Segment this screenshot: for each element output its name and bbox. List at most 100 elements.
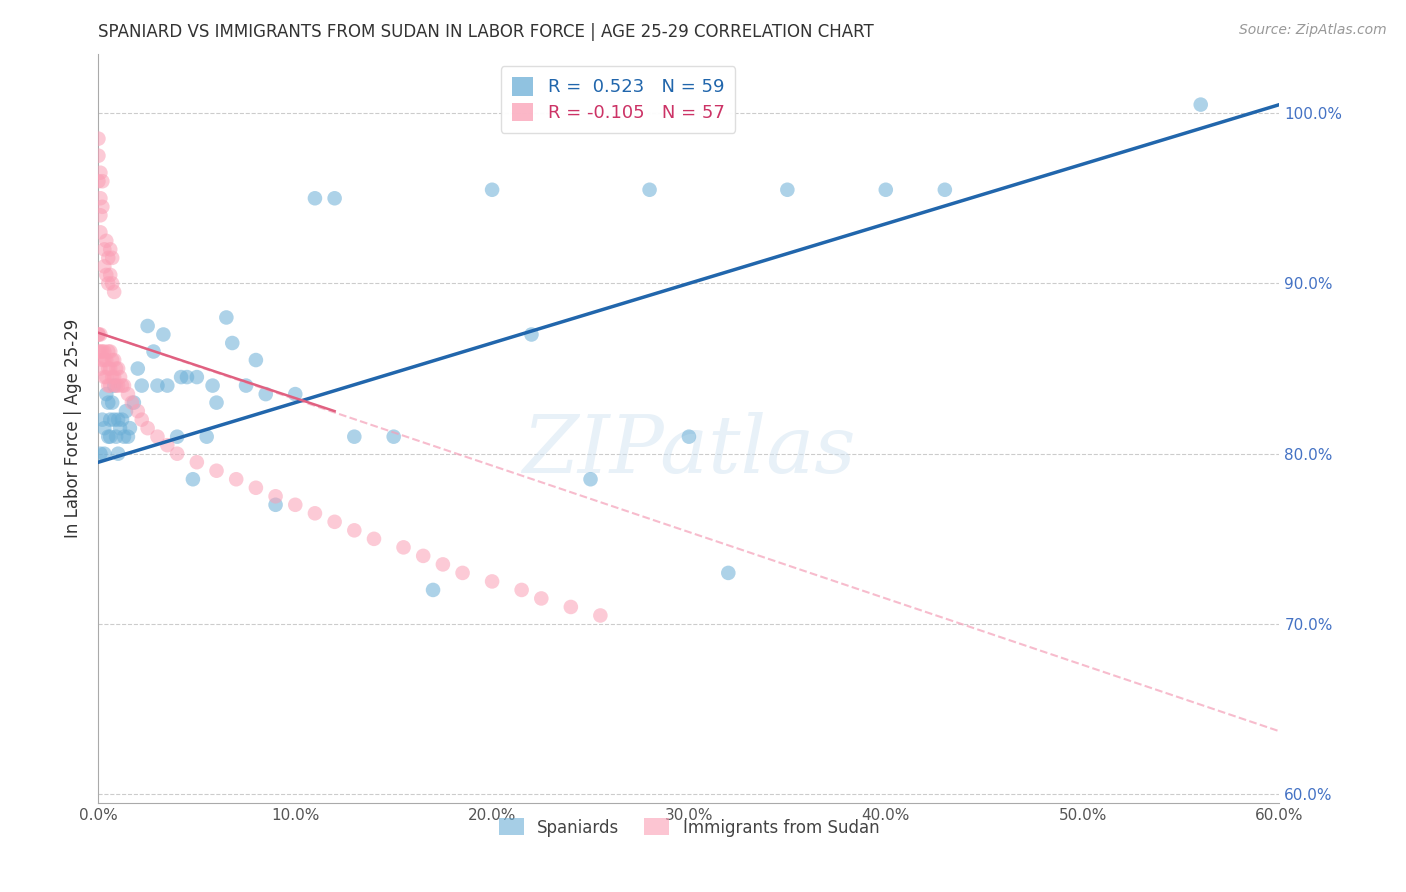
Point	[186, 455, 208, 469]
Point	[131, 378, 153, 392]
Point	[93, 344, 115, 359]
Point	[87, 327, 110, 342]
Point	[105, 361, 128, 376]
Point	[117, 430, 139, 444]
Point	[638, 183, 661, 197]
Point	[589, 608, 612, 623]
Point	[107, 361, 129, 376]
Point	[96, 268, 118, 282]
Point	[264, 489, 287, 503]
Point	[205, 464, 228, 478]
Point	[105, 430, 128, 444]
Text: Source: ZipAtlas.com: Source: ZipAtlas.com	[1239, 23, 1386, 37]
Point	[91, 200, 114, 214]
Point	[323, 191, 346, 205]
Point	[127, 404, 149, 418]
Point	[89, 344, 111, 359]
Point	[323, 515, 346, 529]
Point	[422, 582, 444, 597]
Point	[215, 310, 238, 325]
Point	[103, 353, 125, 368]
Point	[93, 370, 115, 384]
Point	[112, 378, 135, 392]
Text: SPANIARD VS IMMIGRANTS FROM SUDAN IN LABOR FORCE | AGE 25-29 CORRELATION CHART: SPANIARD VS IMMIGRANTS FROM SUDAN IN LAB…	[98, 23, 875, 41]
Point	[245, 481, 267, 495]
Point	[934, 183, 956, 197]
Point	[363, 532, 385, 546]
Point	[127, 361, 149, 376]
Point	[105, 378, 128, 392]
Point	[146, 430, 169, 444]
Point	[284, 498, 307, 512]
Point	[343, 430, 366, 444]
Point	[235, 378, 257, 392]
Point	[221, 336, 243, 351]
Point	[96, 370, 118, 384]
Point	[96, 387, 118, 401]
Point	[717, 566, 740, 580]
Y-axis label: In Labor Force | Age 25-29: In Labor Force | Age 25-29	[63, 318, 82, 538]
Point	[186, 370, 208, 384]
Point	[89, 191, 111, 205]
Point	[96, 353, 118, 368]
Point	[131, 412, 153, 426]
Point	[91, 174, 114, 188]
Point	[156, 378, 179, 392]
Point	[89, 447, 111, 461]
Point	[98, 378, 121, 392]
Point	[103, 285, 125, 299]
Point	[98, 268, 121, 282]
Point	[93, 243, 115, 257]
Point	[103, 412, 125, 426]
Point	[142, 344, 165, 359]
Point	[166, 430, 188, 444]
Point	[115, 404, 138, 418]
Point	[304, 191, 326, 205]
Point	[103, 370, 125, 384]
Point	[201, 378, 224, 392]
Point	[152, 327, 174, 342]
Point	[875, 183, 897, 197]
Point	[146, 378, 169, 392]
Point	[111, 412, 134, 426]
Point	[101, 353, 124, 368]
Point	[89, 327, 111, 342]
Point	[510, 582, 533, 597]
Point	[264, 498, 287, 512]
Point	[121, 395, 143, 409]
Point	[451, 566, 474, 580]
Point	[111, 378, 134, 392]
Point	[91, 412, 114, 426]
Point	[89, 166, 111, 180]
Point	[412, 549, 434, 563]
Point	[112, 430, 135, 444]
Point	[1189, 97, 1212, 112]
Point	[107, 447, 129, 461]
Point	[118, 421, 141, 435]
Point	[98, 243, 121, 257]
Point	[284, 387, 307, 401]
Point	[481, 574, 503, 589]
Point	[89, 361, 111, 376]
Point	[166, 447, 188, 461]
Point	[136, 421, 159, 435]
Point	[97, 378, 120, 392]
Point	[97, 277, 120, 291]
Point	[93, 260, 115, 274]
Point	[108, 421, 131, 435]
Point	[91, 344, 114, 359]
Point	[87, 174, 110, 188]
Point	[678, 430, 700, 444]
Point	[93, 353, 115, 368]
Point	[117, 387, 139, 401]
Point	[530, 591, 553, 606]
Point	[87, 344, 110, 359]
Point	[91, 353, 114, 368]
Point	[107, 378, 129, 392]
Point	[87, 327, 110, 342]
Point	[392, 541, 415, 555]
Point	[181, 472, 204, 486]
Point	[101, 251, 124, 265]
Point	[96, 234, 118, 248]
Point	[97, 361, 120, 376]
